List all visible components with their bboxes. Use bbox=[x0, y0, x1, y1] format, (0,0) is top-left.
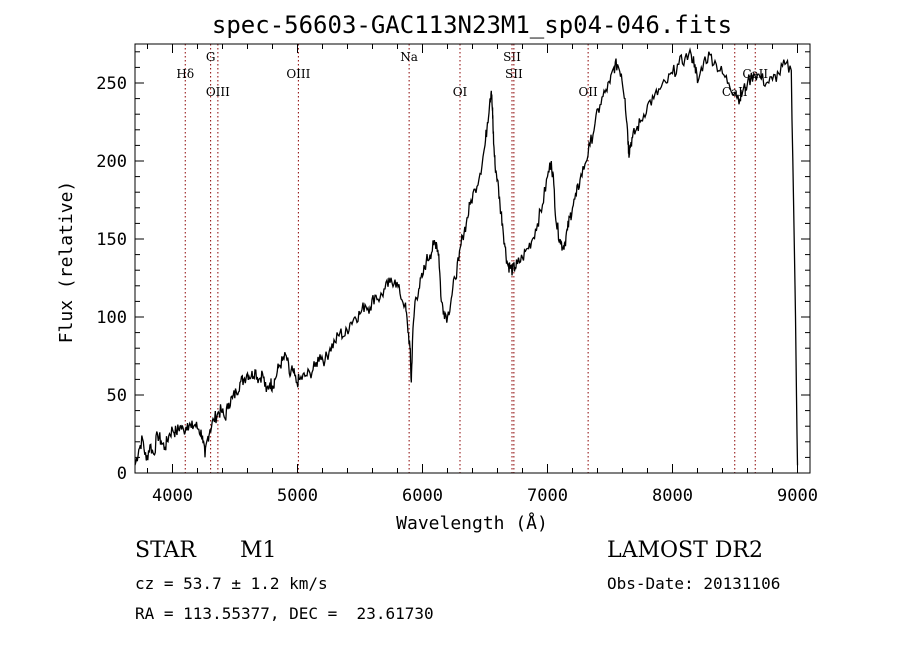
x-tick-label: 5000 bbox=[277, 486, 318, 506]
redshift-velocity: cz = 53.7 ± 1.2 km/s bbox=[135, 574, 328, 593]
line-marker-label: SII bbox=[503, 50, 521, 64]
y-tick-label: 0 bbox=[117, 464, 127, 484]
y-axis-label: Flux (relative) bbox=[56, 181, 77, 344]
x-axis-label: Wavelength (Å) bbox=[396, 512, 548, 534]
y-tick-label: 150 bbox=[96, 230, 127, 250]
line-marker-label: Na bbox=[400, 50, 418, 64]
chart-title: spec-56603-GAC113N23M1_sp04-046.fits bbox=[212, 11, 732, 39]
x-tick-label: 7000 bbox=[527, 486, 568, 506]
object-subclass: M1 bbox=[240, 538, 277, 563]
line-marker-label: SII bbox=[505, 67, 523, 81]
x-tick-label: 9000 bbox=[777, 486, 818, 506]
x-tick-label: 4000 bbox=[152, 486, 193, 506]
spectrum-line bbox=[134, 47, 799, 466]
line-marker-label: OIII bbox=[206, 85, 230, 99]
observation-date: Obs-Date: 20131106 bbox=[607, 574, 781, 593]
axis-ticks: 4000 5000 6000 7000 8000 9000 0 50 100 150 200 250 bbox=[96, 44, 818, 506]
line-marker-label: G bbox=[206, 50, 216, 64]
y-tick-label: 200 bbox=[96, 152, 127, 172]
plot-frame bbox=[134, 43, 811, 474]
y-tick-label: 50 bbox=[107, 386, 127, 406]
y-tick-label: 250 bbox=[96, 74, 127, 94]
x-tick-label: 8000 bbox=[652, 486, 693, 506]
y-tick-label: 100 bbox=[96, 308, 127, 328]
line-marker-label: OI bbox=[453, 85, 468, 99]
survey-name: LAMOST DR2 bbox=[607, 538, 763, 563]
line-marker-label: OIII bbox=[286, 67, 310, 81]
line-marker-label: Hδ bbox=[176, 67, 194, 81]
line-marker-label: OII bbox=[578, 85, 598, 99]
object-type: STAR bbox=[135, 538, 196, 563]
x-tick-label: 6000 bbox=[402, 486, 443, 506]
ra-dec-coordinates: RA = 113.55377, DEC = 23.61730 bbox=[135, 604, 434, 623]
